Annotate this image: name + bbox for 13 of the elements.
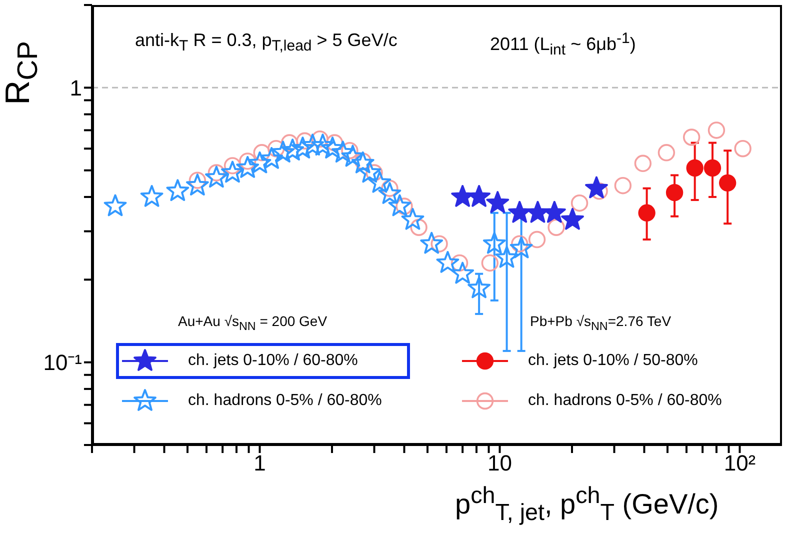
annotation: Au+Au √s$_{NN}$ = 200 GeV [178, 313, 328, 333]
text: 2011 (L$_{int}$ ~ 6μb$^{-1}$) [490, 30, 636, 59]
x-tick-label: 1 [254, 450, 266, 476]
legend-label: ch. jets 0-10% / 50-80% [528, 352, 698, 370]
legend-label: ch. jets 0-10% / 60-80% [188, 352, 358, 370]
legend-label: ch. hadrons 0-5% / 60-80% [188, 392, 382, 410]
x-tick-label: 10 [488, 450, 512, 476]
y-tick-label: 10⁻¹ [43, 350, 82, 376]
x-tick-label: 10² [724, 450, 756, 476]
text: anti-k$_{T}$ R = 0.3, p$_{T,lead}$ > 5 GeV/c [135, 30, 398, 55]
legend-label: ch. hadrons 0-5% / 60-80% [528, 392, 722, 410]
x-axis-title: p$^{ch}$$_{T, jet}$, p$^{ch}$$_{T}$ (GeV/c) [455, 482, 719, 526]
annotation: Pb+Pb √s$_{NN}$=2.76 TeV [530, 313, 672, 333]
